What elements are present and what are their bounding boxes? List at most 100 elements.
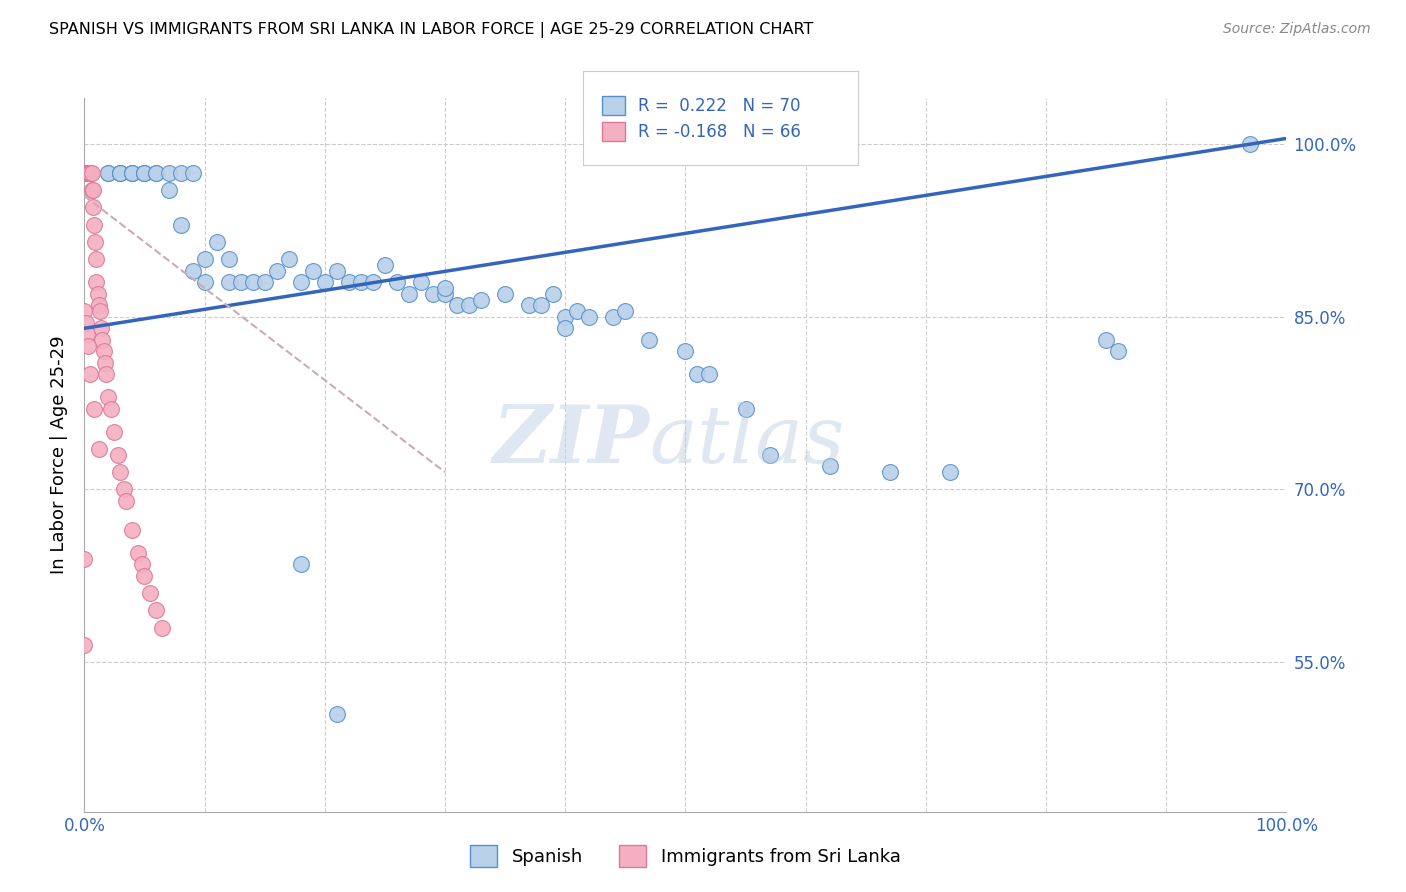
Point	[385, 275, 408, 289]
Point	[350, 275, 373, 289]
Point	[77, 166, 100, 180]
Text: ZIP: ZIP	[492, 402, 650, 479]
Point	[470, 293, 492, 307]
Point	[110, 166, 132, 180]
Point	[97, 390, 120, 404]
Point	[84, 235, 107, 249]
Point	[337, 275, 360, 289]
Point	[242, 275, 264, 289]
Point	[446, 298, 468, 312]
Point	[110, 465, 132, 479]
Point	[939, 465, 962, 479]
Point	[115, 494, 138, 508]
Point	[181, 264, 204, 278]
Point	[79, 166, 101, 180]
Point	[110, 166, 132, 180]
Point	[76, 166, 98, 180]
Point	[1095, 333, 1118, 347]
Point	[76, 327, 98, 342]
Point	[121, 523, 143, 537]
Point	[675, 344, 697, 359]
Point	[121, 166, 143, 180]
Point	[80, 166, 103, 180]
Point	[86, 275, 108, 289]
Point	[77, 166, 100, 180]
Point	[97, 166, 120, 180]
Point	[326, 706, 349, 721]
Point	[73, 638, 96, 652]
Point	[75, 166, 97, 180]
Point	[76, 166, 98, 180]
Point	[1239, 137, 1261, 152]
Point	[398, 286, 420, 301]
Point	[73, 551, 96, 566]
Point	[229, 275, 252, 289]
Point	[77, 166, 100, 180]
Point	[614, 304, 637, 318]
Point	[112, 483, 135, 497]
Point	[77, 166, 100, 180]
Point	[218, 275, 240, 289]
Point	[100, 401, 122, 416]
Point	[290, 275, 312, 289]
Point	[194, 275, 217, 289]
Point	[131, 558, 153, 572]
Point	[434, 281, 457, 295]
Point	[169, 218, 191, 232]
Point	[554, 310, 576, 324]
Point	[361, 275, 384, 289]
Point	[181, 166, 204, 180]
Point	[73, 166, 96, 180]
Point	[83, 218, 105, 232]
Point	[434, 286, 457, 301]
Point	[374, 258, 396, 272]
Point	[145, 166, 167, 180]
Point	[94, 356, 117, 370]
Point	[103, 425, 125, 439]
Point	[530, 298, 553, 312]
Point	[494, 286, 516, 301]
Point	[86, 252, 108, 267]
Point	[80, 183, 103, 197]
Point	[75, 166, 97, 180]
Point	[409, 275, 432, 289]
Point	[75, 166, 97, 180]
Point	[157, 183, 180, 197]
Point	[127, 546, 149, 560]
Point	[134, 166, 156, 180]
Point	[541, 286, 564, 301]
Y-axis label: In Labor Force | Age 25-29: In Labor Force | Age 25-29	[51, 335, 69, 574]
Point	[73, 166, 96, 180]
Point	[145, 166, 167, 180]
Point	[82, 201, 104, 215]
Point	[73, 166, 96, 180]
Point	[121, 166, 143, 180]
Point	[75, 166, 97, 180]
Point	[94, 368, 117, 382]
Point	[79, 368, 101, 382]
Point	[73, 166, 96, 180]
Point	[818, 459, 841, 474]
Point	[83, 401, 105, 416]
Point	[145, 603, 167, 617]
Text: Source: ZipAtlas.com: Source: ZipAtlas.com	[1223, 22, 1371, 37]
Point	[139, 586, 162, 600]
Point	[107, 448, 129, 462]
Point	[79, 166, 101, 180]
Point	[458, 298, 481, 312]
Point	[266, 264, 288, 278]
Point	[134, 568, 156, 582]
Point	[517, 298, 540, 312]
Point	[73, 166, 96, 180]
Point	[134, 166, 156, 180]
Point	[76, 166, 98, 180]
Point	[1107, 344, 1129, 359]
Point	[110, 166, 132, 180]
Point	[121, 166, 143, 180]
Point	[169, 166, 191, 180]
Point	[734, 401, 756, 416]
Point	[77, 166, 100, 180]
Point	[567, 304, 589, 318]
Point	[602, 310, 624, 324]
Point	[686, 368, 709, 382]
